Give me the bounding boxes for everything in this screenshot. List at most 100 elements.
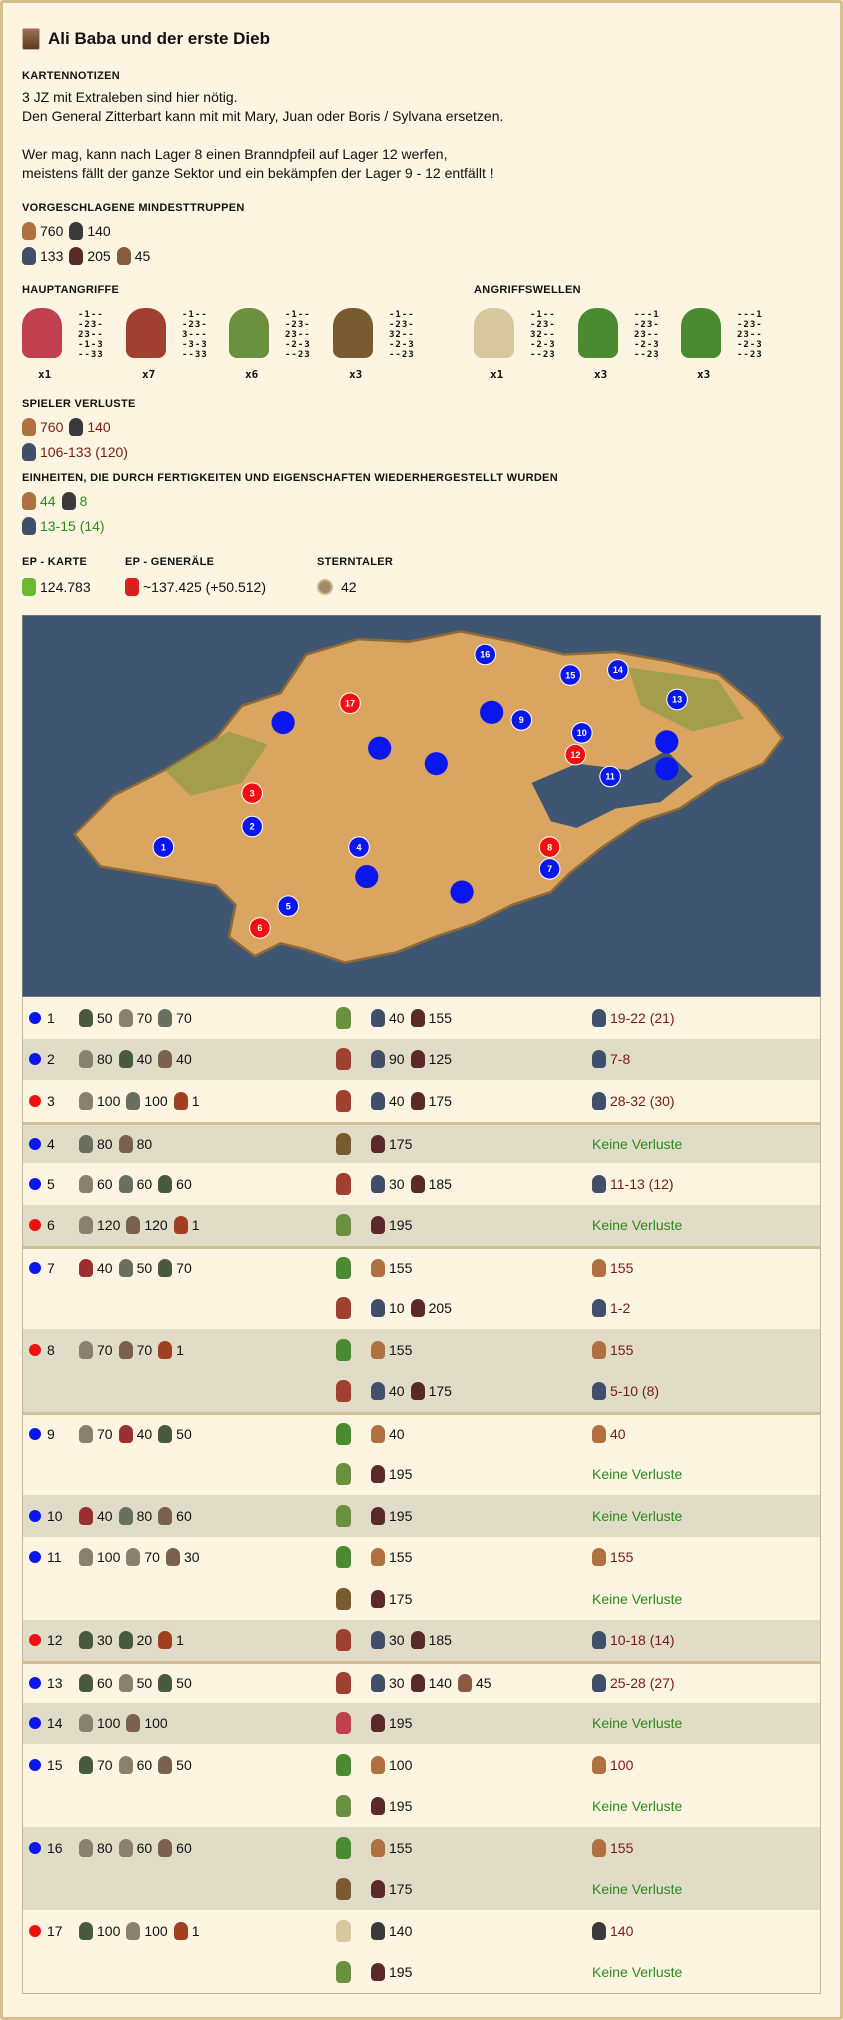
map-marker-label: 3 [250,788,255,798]
camp-row[interactable]: 2 80 40 40 90 125 7-8 [23,1038,820,1080]
recruit-icon [592,1425,606,1444]
ep-generals-label: EP - GENERÄLE [125,556,215,568]
troop-count: 90 [389,1051,405,1068]
camp-row[interactable]: 195 Keine Verluste [23,1453,820,1495]
troop-count: 125 [428,1051,452,1068]
camp-row[interactable]: 10 40 80 60 195 Keine Verluste [23,1495,820,1537]
enemy-count: 100 [97,1549,121,1566]
attack-setup: 195 [336,1504,418,1527]
camp-number: 15 [47,1756,63,1773]
map-marker-10[interactable] [570,722,593,744]
restored-label: EINHEITEN, DIE DURCH FERTIGKEITEN UND EI… [22,472,558,484]
map-marker-15[interactable] [559,664,582,686]
camp-row[interactable]: 5 60 60 60 30 185 11-13 (12) [23,1163,820,1205]
militia-icon [592,1091,606,1110]
camp-row[interactable]: 1 50 70 70 40 155 19-22 (21) [23,997,820,1039]
camp-row[interactable]: 17 100 100 1 140 140 [23,1910,820,1952]
general-woman-icon [336,1795,351,1818]
map-marker-unlabeled[interactable] [355,865,379,889]
red-camp-dot [29,1924,41,1937]
recruit-icon [371,1838,385,1857]
map-marker-unlabeled[interactable] [368,736,392,760]
map-marker-unlabeled[interactable] [480,700,504,724]
camp-number: 11 [47,1549,62,1566]
camp-row[interactable]: 13 60 50 50 30 140 45 25-28 (27) [23,1661,820,1703]
map-marker-unlabeled[interactable] [450,880,474,904]
enemy-e2-icon [118,1755,133,1774]
map-marker-17[interactable] [339,692,361,715]
loss-value: 155 [610,1839,634,1856]
general-multiplier: x6 [245,368,259,381]
enemy-count: 120 [97,1217,121,1234]
map-marker-2[interactable] [241,815,264,838]
camp-row[interactable]: 15 70 60 50 100 100 [23,1744,820,1786]
red-star-icon [125,577,139,596]
camp-row[interactable]: 8 70 70 1 155 155 [23,1329,820,1371]
enemy-count: 40 [97,1260,113,1277]
startaler-label: STERNTALER [317,556,394,568]
enemy-boss-icon [173,1921,188,1940]
enemy-boss-icon [158,1631,173,1650]
camp-row[interactable]: 14 100 100 195 Keine Verluste [23,1702,820,1744]
map-marker-9[interactable] [510,709,533,731]
camp-row[interactable]: 195 Keine Verluste [23,1785,820,1827]
enemy-count: 80 [136,1135,153,1152]
map-marker-unlabeled[interactable] [655,757,679,781]
camp-row[interactable]: 7 40 50 70 155 155 [23,1246,820,1288]
map-marker-unlabeled[interactable] [424,752,448,776]
camp-row[interactable]: 12 30 20 1 30 185 10-18 (14) [23,1619,820,1661]
adventure-map[interactable]: 1 2 3 4 5 6 7 8 9 10 11 12 13 14 15 16 17 [22,615,821,997]
militia-icon [592,1299,606,1318]
camp-row[interactable]: 175 Keine Verluste [23,1578,820,1620]
enemy-e1-icon [158,1425,173,1444]
map-marker-13[interactable] [666,688,688,711]
map-marker-unlabeled[interactable] [655,730,679,754]
camp-row[interactable]: 11 100 70 30 155 155 [23,1536,820,1578]
map-marker-6[interactable] [249,917,271,939]
map-marker-label: 14 [613,665,623,675]
enemy-count: 100 [144,1922,168,1939]
attack-setup: 175 [336,1878,418,1901]
map-marker-5[interactable] [277,895,300,917]
militia-icon [371,1299,385,1318]
note-line: meistens fällt der ganze Sektor und ein … [22,165,494,181]
camp-row[interactable]: 10 205 1-2 [23,1287,820,1329]
camp-row[interactable]: 175 Keine Verluste [23,1868,820,1910]
attack-setup: 195 [336,1795,418,1818]
attack-setup: 90 125 [336,1048,458,1071]
map-marker-16[interactable] [474,643,497,666]
enemy-e4-icon [118,1340,133,1359]
map-marker-14[interactable] [607,659,629,681]
enemy-e2-icon [126,1548,141,1567]
general-red-icon [22,308,62,358]
enemy-e4-icon [165,1548,180,1567]
cavalry-icon [371,1880,385,1899]
camp-row[interactable]: 16 80 60 60 155 155 [23,1827,820,1869]
map-marker-12[interactable] [564,743,587,766]
troop-count: 10 [389,1300,405,1317]
camp-row[interactable]: 9 70 40 50 40 40 [23,1412,820,1454]
camp-row[interactable]: 3 100 100 1 40 175 28-32 (30) [23,1080,820,1122]
troop-count: 205 [428,1300,452,1317]
map-marker-11[interactable] [599,765,621,788]
map-marker-label: 1 [161,842,166,852]
map-marker-unlabeled[interactable] [271,711,295,735]
map-marker-3[interactable] [241,782,264,804]
general-card: ---1 -23- 23-- -2-3 --23 x3 [578,308,688,398]
map-marker-8[interactable] [538,836,561,858]
unit-row: 133 205 45 [22,243,156,268]
no-loss-text: Keine Verluste [592,1466,683,1483]
note-line: 3 JZ mit Extraleben sind hier nötig. [22,89,238,105]
camp-row[interactable]: 4 80 80 175 Keine Verluste [23,1121,820,1163]
map-marker-7[interactable] [538,858,561,880]
camp-row[interactable]: 6 120 120 1 195 Keine Verluste [23,1204,820,1246]
waves-label: ANGRIFFSWELLEN [474,284,581,296]
camp-row[interactable]: 195 Keine Verluste [23,1951,820,1993]
militia-icon [371,1050,385,1069]
blue-camp-dot [29,1262,41,1275]
map-marker-1[interactable] [152,836,175,858]
camp-row[interactable]: 40 175 5-10 (8) [23,1370,820,1412]
map-marker-4[interactable] [348,836,370,858]
attack-setup: 155 [336,1257,418,1280]
recruit-icon [22,417,36,436]
